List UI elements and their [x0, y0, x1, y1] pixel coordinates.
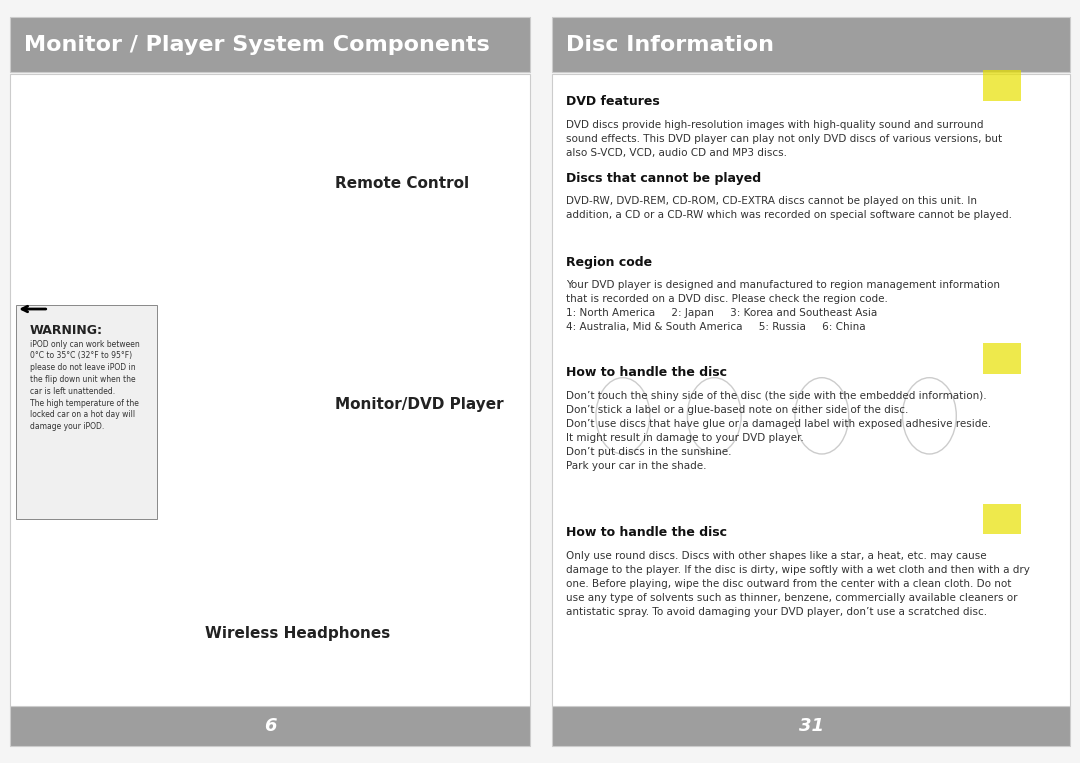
FancyBboxPatch shape — [10, 74, 530, 706]
Text: DVD discs provide high-resolution images with high-quality sound and surround
so: DVD discs provide high-resolution images… — [566, 120, 1002, 158]
Text: Remote Control: Remote Control — [335, 175, 469, 191]
Text: Wireless Headphones: Wireless Headphones — [205, 626, 391, 641]
Text: 6: 6 — [264, 717, 276, 736]
Text: How to handle the disc: How to handle the disc — [566, 366, 727, 379]
Text: Only use round discs. Discs with other shapes like a star, a heat, etc. may caus: Only use round discs. Discs with other s… — [566, 551, 1030, 617]
Text: Monitor / Player System Components: Monitor / Player System Components — [25, 35, 490, 55]
Text: 31: 31 — [798, 717, 824, 736]
Text: iPOD only can work between
0°C to 35°C (32°F to 95°F)
please do not leave iPOD i: iPOD only can work between 0°C to 35°C (… — [30, 340, 139, 431]
Text: Discs that cannot be played: Discs that cannot be played — [566, 172, 761, 185]
FancyBboxPatch shape — [10, 706, 530, 746]
Text: DVD-RW, DVD-REM, CD-ROM, CD-EXTRA discs cannot be played on this unit. In
additi: DVD-RW, DVD-REM, CD-ROM, CD-EXTRA discs … — [566, 196, 1012, 220]
Text: Disc Information: Disc Information — [566, 35, 774, 55]
Text: DVD features: DVD features — [566, 95, 660, 108]
FancyBboxPatch shape — [983, 70, 1021, 101]
FancyBboxPatch shape — [552, 17, 1070, 72]
Text: How to handle the disc: How to handle the disc — [566, 526, 727, 539]
FancyBboxPatch shape — [10, 17, 530, 72]
FancyBboxPatch shape — [983, 504, 1021, 534]
Text: WARNING:: WARNING: — [30, 324, 103, 337]
FancyBboxPatch shape — [16, 305, 157, 519]
Text: Region code: Region code — [566, 256, 652, 269]
FancyBboxPatch shape — [552, 74, 1070, 706]
FancyBboxPatch shape — [983, 343, 1021, 374]
Text: Don’t touch the shiny side of the disc (the side with the embedded information).: Don’t touch the shiny side of the disc (… — [566, 391, 991, 471]
FancyBboxPatch shape — [552, 706, 1070, 746]
Text: Monitor/DVD Player: Monitor/DVD Player — [335, 397, 503, 412]
Text: Your DVD player is designed and manufactured to region management information
th: Your DVD player is designed and manufact… — [566, 280, 1000, 332]
